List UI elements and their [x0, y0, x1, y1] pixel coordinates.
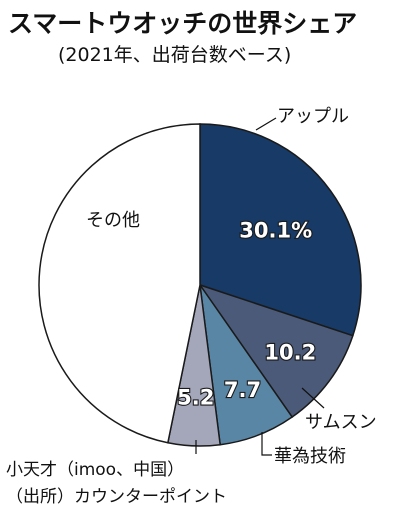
chart-title: スマートウオッチの世界シェア [8, 9, 358, 38]
leader-line-2 [301, 387, 325, 409]
value-label-1: 30.1% [239, 218, 312, 242]
pie-slice-5 [38, 123, 201, 444]
pie-slice-1 [199, 123, 362, 337]
pie-slice-2 [198, 283, 354, 419]
leader-line-1 [255, 117, 277, 131]
imoo-label: 小天才（imoo、中国） [6, 460, 185, 480]
chart-subtitle: (2021年、出荷台数ベース) [58, 44, 292, 66]
slice-name-3: 華為技術 [274, 446, 346, 467]
pie-slices [38, 123, 362, 447]
slice-name-5: その他 [86, 210, 140, 231]
leader-lines [195, 117, 325, 456]
slice-name-2: サムスン [305, 412, 377, 433]
value-label-2: 10.2 [264, 340, 316, 364]
slice-name-1: アップル [277, 106, 349, 127]
value-label-4: 5.2 [177, 386, 214, 410]
value-label-3: 7.7 [224, 378, 261, 402]
source-note: （出所）カウンターポイント [6, 487, 227, 507]
value-labels: 30.1% 10.27.7 5.2 [176, 217, 317, 410]
leader-line-3 [261, 432, 272, 456]
